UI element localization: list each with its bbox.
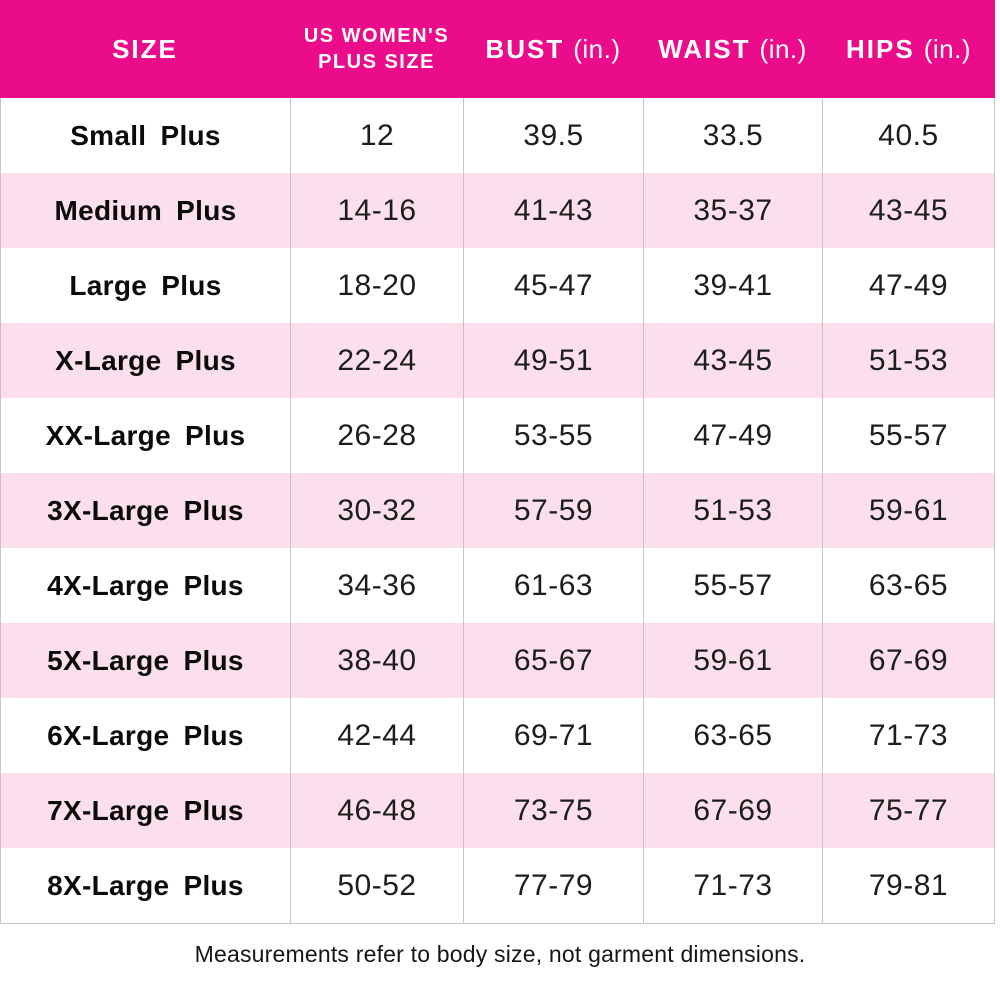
bust-cell: 69-71 <box>463 698 643 773</box>
us-plus-size-cell: 14-16 <box>290 173 463 248</box>
us-plus-size-cell: 22-24 <box>290 323 463 398</box>
hips-cell: 43-45 <box>822 173 994 248</box>
us-plus-size-cell: 30-32 <box>290 473 463 548</box>
size-cell: 6X-Large Plus <box>47 719 244 751</box>
us-plus-size-cell: 18-20 <box>290 248 463 323</box>
table-row: Large Plus 18-20 45-47 39-41 47-49 <box>1 248 994 323</box>
us-plus-size-cell: 34-36 <box>290 548 463 623</box>
table-row: 3X-Large Plus 30-32 57-59 51-53 59-61 <box>1 473 994 548</box>
waist-cell: 33.5 <box>643 98 822 173</box>
hips-cell: 55-57 <box>822 398 994 473</box>
col-header-bust-label: BUST <box>485 33 565 64</box>
size-cell: 7X-Large Plus <box>47 794 244 826</box>
table-row: 7X-Large Plus 46-48 73-75 67-69 75-77 <box>1 773 994 848</box>
size-cell: X-Large Plus <box>55 344 236 376</box>
col-header-hips-label: HIPS <box>846 33 915 64</box>
col-header-waist-label: WAIST <box>658 33 751 64</box>
size-cell: Medium Plus <box>54 194 237 226</box>
size-cell: 8X-Large Plus <box>47 869 244 901</box>
us-plus-size-cell: 42-44 <box>290 698 463 773</box>
col-header-us-plus-size: US WOMEN'S PLUS SIZE <box>290 0 463 98</box>
bust-cell: 41-43 <box>463 173 643 248</box>
us-plus-size-cell: 26-28 <box>290 398 463 473</box>
table-row: Medium Plus 14-16 41-43 35-37 43-45 <box>1 173 994 248</box>
hips-cell: 67-69 <box>822 623 994 698</box>
size-cell: 3X-Large Plus <box>47 494 244 526</box>
table-row: 5X-Large Plus 38-40 65-67 59-61 67-69 <box>1 623 994 698</box>
size-cell: Large Plus <box>69 269 222 301</box>
bust-cell: 49-51 <box>463 323 643 398</box>
size-cell: XX-Large Plus <box>45 419 246 451</box>
bust-cell: 77-79 <box>463 848 643 923</box>
measurement-note: Measurements refer to body size, not gar… <box>194 941 806 967</box>
waist-cell: 59-61 <box>643 623 822 698</box>
bust-cell: 53-55 <box>463 398 643 473</box>
waist-cell: 63-65 <box>643 698 822 773</box>
table-header-row: SIZE US WOMEN'S PLUS SIZE BUST (in.) WAI… <box>0 0 995 98</box>
hips-cell: 47-49 <box>822 248 994 323</box>
table-row: XX-Large Plus 26-28 53-55 47-49 55-57 <box>1 398 994 473</box>
table-row: Small Plus 12 39.5 33.5 40.5 <box>1 98 994 173</box>
bust-cell: 61-63 <box>463 548 643 623</box>
col-header-waist-unit: (in.) <box>759 33 807 64</box>
size-cell: Small Plus <box>70 119 221 151</box>
us-plus-size-cell: 12 <box>290 98 463 173</box>
bust-cell: 39.5 <box>463 98 643 173</box>
us-plus-size-cell: 46-48 <box>290 773 463 848</box>
table-row: 4X-Large Plus 34-36 61-63 55-57 63-65 <box>1 548 994 623</box>
waist-cell: 55-57 <box>643 548 822 623</box>
col-header-size: SIZE <box>0 0 290 98</box>
waist-cell: 43-45 <box>643 323 822 398</box>
waist-cell: 71-73 <box>643 848 822 923</box>
waist-cell: 35-37 <box>643 173 822 248</box>
waist-cell: 47-49 <box>643 398 822 473</box>
bust-cell: 73-75 <box>463 773 643 848</box>
col-header-waist: WAIST (in.) <box>643 0 822 98</box>
size-chart-table: SIZE US WOMEN'S PLUS SIZE BUST (in.) WAI… <box>0 0 995 924</box>
hips-cell: 40.5 <box>822 98 994 173</box>
col-header-us-line2: PLUS SIZE <box>318 51 435 73</box>
size-cell: 5X-Large Plus <box>47 644 244 676</box>
col-header-bust-unit: (in.) <box>573 33 621 64</box>
hips-cell: 71-73 <box>822 698 994 773</box>
table-row: 6X-Large Plus 42-44 69-71 63-65 71-73 <box>1 698 994 773</box>
hips-cell: 59-61 <box>822 473 994 548</box>
col-header-hips: HIPS (in.) <box>822 0 995 98</box>
size-cell: 4X-Large Plus <box>47 569 244 601</box>
table-body: Small Plus 12 39.5 33.5 40.5 Medium Plus… <box>0 98 995 924</box>
col-header-us-line1: US WOMEN'S <box>303 25 450 47</box>
waist-cell: 39-41 <box>643 248 822 323</box>
hips-cell: 51-53 <box>822 323 994 398</box>
col-header-size-label: SIZE <box>112 33 178 64</box>
us-plus-size-cell: 38-40 <box>290 623 463 698</box>
hips-cell: 79-81 <box>822 848 994 923</box>
bust-cell: 45-47 <box>463 248 643 323</box>
table-row: X-Large Plus 22-24 49-51 43-45 51-53 <box>1 323 994 398</box>
us-plus-size-cell: 50-52 <box>290 848 463 923</box>
col-header-hips-unit: (in.) <box>923 33 971 64</box>
hips-cell: 63-65 <box>822 548 994 623</box>
waist-cell: 67-69 <box>643 773 822 848</box>
hips-cell: 75-77 <box>822 773 994 848</box>
col-header-bust: BUST (in.) <box>463 0 643 98</box>
bust-cell: 65-67 <box>463 623 643 698</box>
table-row: 8X-Large Plus 50-52 77-79 71-73 79-81 <box>1 848 994 923</box>
bust-cell: 57-59 <box>463 473 643 548</box>
waist-cell: 51-53 <box>643 473 822 548</box>
